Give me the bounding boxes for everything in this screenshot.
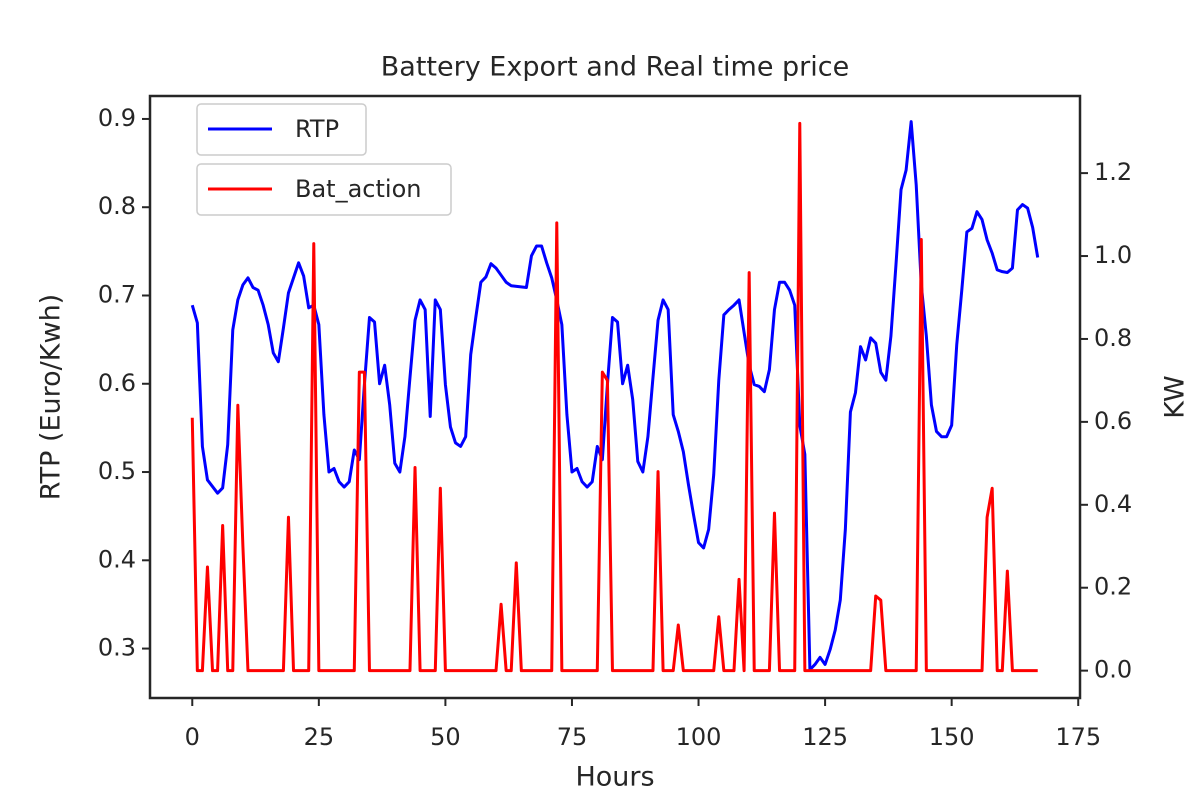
plot-frame [148, 94, 1082, 700]
y2-tick-label: 0.8 [1094, 324, 1132, 352]
y-tick-label: 0.9 [98, 104, 136, 132]
x-tick-label: 125 [802, 723, 848, 751]
x-tick-label: 100 [676, 723, 722, 751]
y-tick-label: 0.4 [98, 545, 136, 573]
y2-tick-label: 1.2 [1094, 158, 1132, 186]
y2-tick-label: 1.0 [1094, 241, 1132, 269]
y-axis-label: RTP (Euro/Kwh) [36, 294, 67, 500]
legend-label: RTP [295, 115, 339, 143]
legend-box [196, 163, 452, 216]
y-tick-label: 0.6 [98, 369, 136, 397]
y-tick-label: 0.3 [98, 634, 136, 662]
y2-tick-label: 0.2 [1094, 573, 1132, 601]
x-tick-label: 175 [1055, 723, 1101, 751]
chart-title: Battery Export and Real time price [381, 52, 849, 83]
x-tick-label: 0 [185, 723, 200, 751]
x-tick-label: 25 [304, 723, 335, 751]
x-tick-label: 50 [430, 723, 461, 751]
x-axis-label: Hours [575, 762, 654, 793]
series-line [190, 121, 1038, 673]
series-line [190, 120, 1040, 672]
y-tick-label: 0.7 [98, 280, 136, 308]
y2-tick-label: 0.4 [1094, 490, 1132, 518]
y-tick-label: 0.5 [98, 457, 136, 485]
legend-box [196, 103, 367, 156]
y2-tick-label: 0.6 [1094, 407, 1132, 435]
x-tick-label: 150 [929, 723, 975, 751]
x-tick-label: 75 [557, 723, 588, 751]
legend-label: Bat_action [295, 175, 421, 203]
y2-tick-label: 0.0 [1094, 656, 1132, 684]
y-tick-label: 0.8 [98, 192, 136, 220]
y2-axis-label: KW [1160, 375, 1191, 418]
